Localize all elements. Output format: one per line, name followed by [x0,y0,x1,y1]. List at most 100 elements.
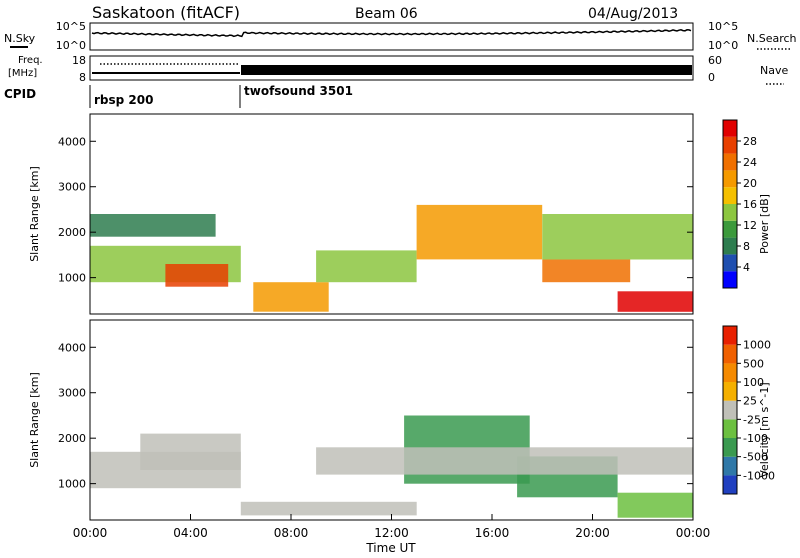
power-region-8 [542,214,694,260]
nsky-label: N.Sky [4,32,36,45]
beam-title: Beam 06 [355,6,418,22]
vel-ytick-label-3: 4000 [58,341,86,354]
vel-colorbar-swatch-5 [723,382,737,401]
velocity-colorbar-ticks: 1000 500 100 25 -25 -100 -500 -1000 [737,339,775,482]
power-cbtick-label-2: 20 [743,177,757,190]
vel-region-5 [617,492,693,518]
time-tick-label-0: 00:00 [73,526,108,540]
vel-cbtick-label-6: -500 [743,451,768,464]
power-region-3 [316,250,417,283]
freq-panel-frame [89,55,694,81]
power-colorbar-swatch-4 [723,204,737,221]
time-tick-label-1: 04:00 [173,526,208,540]
vel-region-2 [240,501,417,516]
freq-label-line1: Freq. [18,55,43,66]
vel-cbtick-label-7: -1000 [743,469,775,482]
power-cbtick-label-0: 28 [743,135,757,148]
vel-cbtick-label-1: 500 [743,357,764,370]
vel-cbtick-label-0: 1000 [743,339,771,352]
cpid-entry-2: twofsound 3501 [244,84,353,98]
power-cbtick-label-4: 12 [743,219,757,232]
nsky-panel-frame [89,22,694,51]
nsky-line [91,29,692,38]
power-heatmap [90,204,694,312]
power-region-4 [416,204,543,260]
nsky-trace [91,29,692,38]
nave-label: Nave [760,64,788,77]
power-colorbar-swatch-2 [723,237,737,255]
vel-cbtick-label-4: -25 [743,413,761,426]
vel-colorbar-swatch-6 [723,363,737,382]
power-colorbar-swatch-1 [723,254,737,272]
power-cbtick-label-1: 24 [743,156,757,169]
power-cbtick-label-5: 8 [743,240,750,253]
vel-ytick-label-0: 1000 [58,478,86,491]
velocity-ylabel: Slant Range [km] [28,372,41,468]
velocity-colorbar-label: Velocity [m s^-1] [758,382,771,477]
power-colorbar [722,119,738,289]
nsky-tick-bottom: 10^0 [56,39,86,52]
nave-tick-top: 60 [708,54,722,67]
power-y-ticks: 1000 2000 3000 4000 [58,135,693,285]
power-colorbar-ticks: 28 24 20 16 12 8 4 [737,135,757,274]
power-ytick-label-2: 3000 [58,181,86,194]
velocity-heatmap [90,415,693,518]
freq-label-line2: [MHz] [8,68,37,79]
velocity-colorbar [722,325,738,495]
time-tick-label-5: 20:00 [575,526,610,540]
freq-tick-top: 18 [72,54,86,67]
vel-colorbar-frame [722,325,738,495]
time-axis-ticks: 00:00 04:00 08:00 12:00 16:00 20:00 00:00 [73,514,710,540]
power-colorbar-swatch-8 [723,136,737,154]
power-colorbar-label: Power [dB] [758,194,771,254]
power-ytick-label-0: 1000 [58,272,86,285]
time-tick-label-4: 16:00 [475,526,510,540]
time-tick-label-3: 12:00 [374,526,409,540]
cpid-label: CPID [4,87,36,101]
power-cbtick-label-3: 16 [743,198,757,211]
vel-cbtick-label-3: 25 [743,395,757,408]
power-ytick-label-1: 2000 [58,226,86,239]
power-region-7 [90,214,216,237]
power-colorbar-swatch-0 [723,271,737,288]
power-cbtick-label-6: 4 [743,261,750,274]
power-colorbar-swatch-6 [723,170,737,188]
power-region-5 [542,259,631,283]
vel-colorbar-swatch-2 [723,438,737,457]
power-colorbar-swatch-5 [723,187,737,204]
power-region-6 [617,291,693,312]
time-axis-label: Time UT [365,541,416,554]
vel-colorbar-swatch-1 [723,456,737,476]
power-region-2 [253,282,329,312]
power-ylabel: Slant Range [km] [28,166,41,262]
vel-region-6 [316,447,693,475]
vel-cbtick-label-5: -100 [743,432,768,445]
power-colorbar-swatch-9 [723,120,737,137]
time-tick-label-2: 08:00 [274,526,309,540]
vel-colorbar-swatch-7 [723,344,737,364]
cpid-entry-1: rbsp 200 [94,93,153,107]
vel-colorbar-swatch-3 [723,419,737,438]
freq-tick-bottom: 8 [79,71,86,84]
power-colorbar-swatch-3 [723,220,737,238]
station-title: Saskatoon (fitACF) [92,3,240,22]
power-panel-frame [89,113,694,315]
vel-cbtick-label-2: 100 [743,376,764,389]
velocity-y-ticks: 1000 2000 3000 4000 [58,341,693,491]
vel-colorbar-swatch-8 [723,326,737,345]
vel-ytick-label-2: 3000 [58,387,86,400]
vel-region-1 [140,433,241,470]
nsearch-label: N.Search [747,32,797,45]
nsearch-tick-bottom: 10^0 [708,39,738,52]
vel-colorbar-swatch-0 [723,475,737,494]
vel-colorbar-swatch-4 [723,400,737,420]
nsearch-tick-top: 10^5 [708,20,738,33]
date-title: 04/Aug/2013 [588,6,678,22]
power-region-1 [165,264,229,287]
power-colorbar-swatch-7 [723,153,737,171]
power-ytick-label-3: 4000 [58,135,86,148]
freq-trace-twofsound [241,65,692,75]
nsky-tick-top: 10^5 [56,20,86,33]
